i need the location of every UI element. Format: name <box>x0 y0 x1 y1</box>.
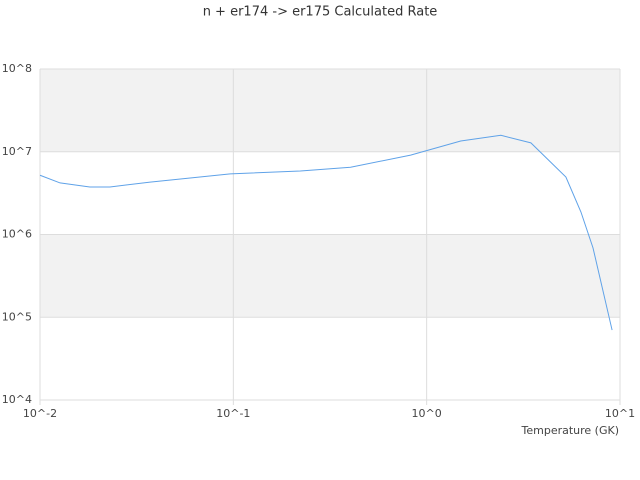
y-tick-label: 10^6 <box>2 228 32 241</box>
x-tick-label: 10^-2 <box>23 407 57 420</box>
y-tick-label: 10^7 <box>2 145 32 158</box>
x-tick-label: 10^0 <box>412 407 442 420</box>
grid-band <box>40 234 620 318</box>
grid-band <box>40 69 620 152</box>
y-tick-label: 10^4 <box>2 393 32 406</box>
x-tick-label: 10^1 <box>605 407 635 420</box>
y-tick-label: 10^8 <box>2 62 32 75</box>
data-line <box>39 134 613 331</box>
x-tick-label: 10^-1 <box>216 407 250 420</box>
x-axis-label: Temperature (GK) <box>521 424 620 437</box>
chart-title: n + er174 -> er175 Calculated Rate <box>203 5 438 20</box>
y-tick-label: 10^5 <box>2 310 32 323</box>
